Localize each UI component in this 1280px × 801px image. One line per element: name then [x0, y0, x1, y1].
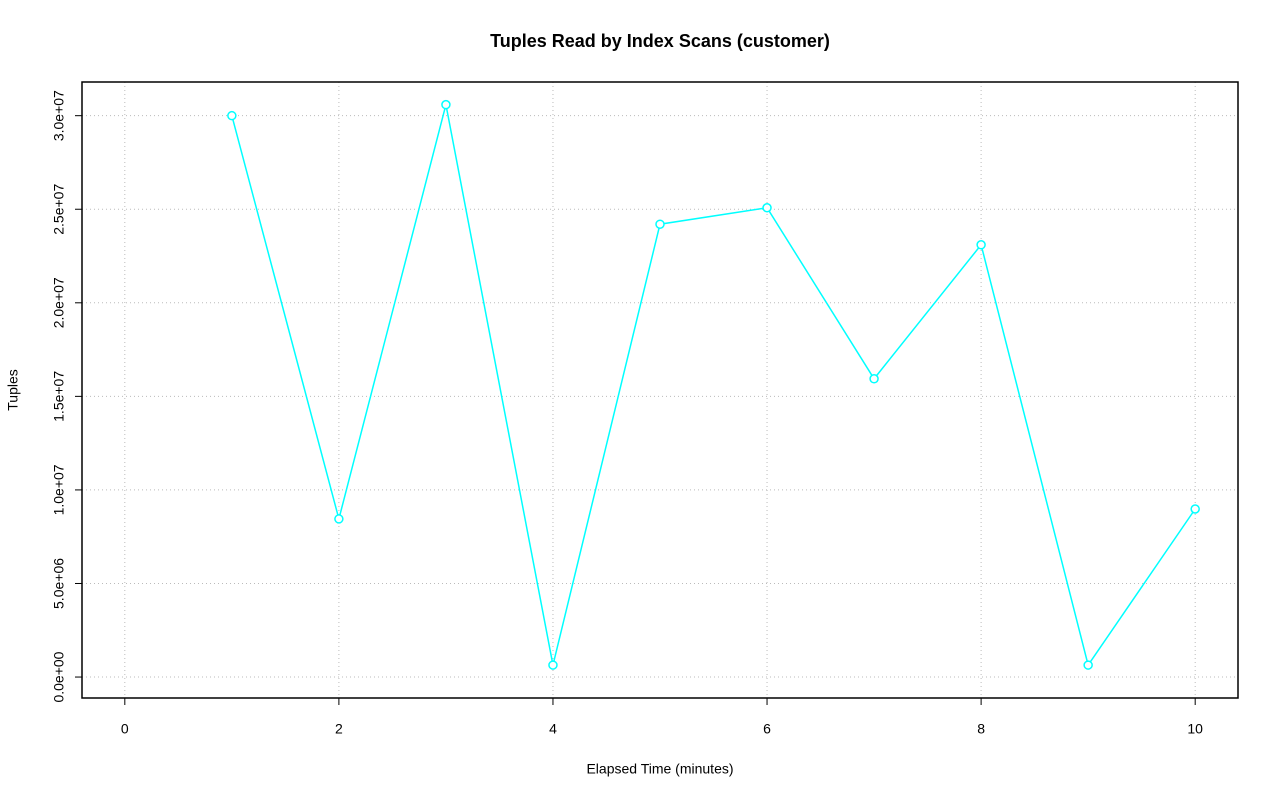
plot-frame — [81, 81, 1239, 699]
y-tick-label: 2.5e+07 — [51, 184, 67, 235]
y-tick-label: 1.0e+07 — [51, 464, 67, 515]
y-tick-label: 2.0e+07 — [51, 277, 67, 328]
y-tick-label: 1.5e+07 — [51, 371, 67, 422]
chart-title: Tuples Read by Index Scans (customer) — [490, 31, 830, 51]
x-axis-label: Elapsed Time (minutes) — [586, 761, 733, 777]
y-tick-label: 3.0e+07 — [51, 90, 67, 141]
data-point — [441, 99, 451, 110]
x-tick-label: 10 — [1187, 721, 1203, 737]
data-point — [227, 110, 237, 121]
y-tick-label: 5.0e+06 — [51, 558, 67, 609]
data-point — [976, 240, 986, 250]
x-tick-label: 4 — [549, 721, 557, 737]
data-point — [1083, 660, 1093, 670]
x-tick-label: 8 — [977, 721, 985, 737]
data-point — [334, 514, 344, 524]
data-point — [655, 219, 665, 229]
data-point — [869, 374, 879, 384]
y-tick-label: 0.0e+00 — [51, 651, 67, 702]
data-line — [231, 104, 1196, 667]
x-tick-label: 6 — [763, 721, 771, 737]
x-tick-label: 2 — [335, 721, 343, 737]
data-point — [762, 202, 772, 213]
x-tick-label: 0 — [121, 721, 129, 737]
data-point — [1190, 504, 1200, 514]
data-point — [548, 660, 558, 670]
y-axis-label: Tuples — [5, 369, 21, 411]
